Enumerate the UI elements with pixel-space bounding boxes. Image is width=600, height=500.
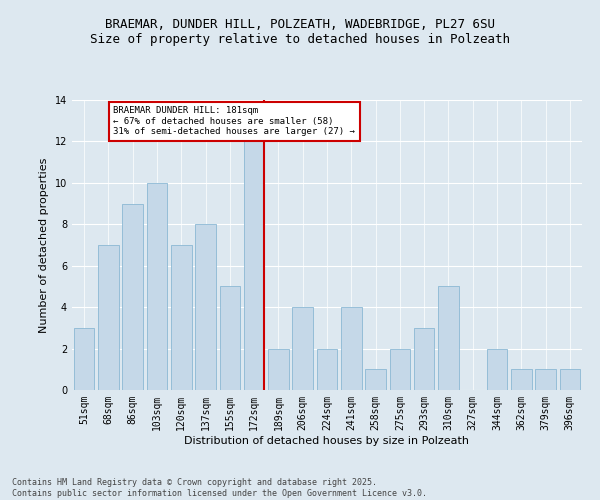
- Bar: [317, 348, 337, 390]
- Bar: [74, 328, 94, 390]
- Text: Size of property relative to detached houses in Polzeath: Size of property relative to detached ho…: [90, 32, 510, 46]
- Bar: [171, 245, 191, 390]
- Bar: [341, 307, 362, 390]
- Bar: [414, 328, 434, 390]
- Bar: [487, 348, 508, 390]
- Bar: [511, 370, 532, 390]
- Y-axis label: Number of detached properties: Number of detached properties: [39, 158, 49, 332]
- Bar: [195, 224, 216, 390]
- Bar: [146, 183, 167, 390]
- Bar: [438, 286, 459, 390]
- Bar: [244, 142, 265, 390]
- Text: Contains HM Land Registry data © Crown copyright and database right 2025.
Contai: Contains HM Land Registry data © Crown c…: [12, 478, 427, 498]
- Bar: [560, 370, 580, 390]
- Bar: [220, 286, 240, 390]
- Bar: [535, 370, 556, 390]
- Bar: [389, 348, 410, 390]
- Bar: [365, 370, 386, 390]
- Bar: [268, 348, 289, 390]
- Text: BRAEMAR, DUNDER HILL, POLZEATH, WADEBRIDGE, PL27 6SU: BRAEMAR, DUNDER HILL, POLZEATH, WADEBRID…: [105, 18, 495, 30]
- Bar: [122, 204, 143, 390]
- Bar: [292, 307, 313, 390]
- X-axis label: Distribution of detached houses by size in Polzeath: Distribution of detached houses by size …: [185, 436, 470, 446]
- Bar: [98, 245, 119, 390]
- Text: BRAEMAR DUNDER HILL: 181sqm
← 67% of detached houses are smaller (58)
31% of sem: BRAEMAR DUNDER HILL: 181sqm ← 67% of det…: [113, 106, 355, 136]
